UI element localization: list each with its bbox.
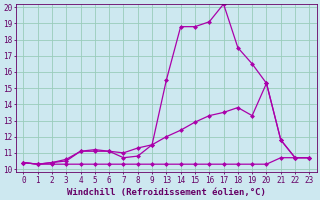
X-axis label: Windchill (Refroidissement éolien,°C): Windchill (Refroidissement éolien,°C) (67, 188, 266, 197)
